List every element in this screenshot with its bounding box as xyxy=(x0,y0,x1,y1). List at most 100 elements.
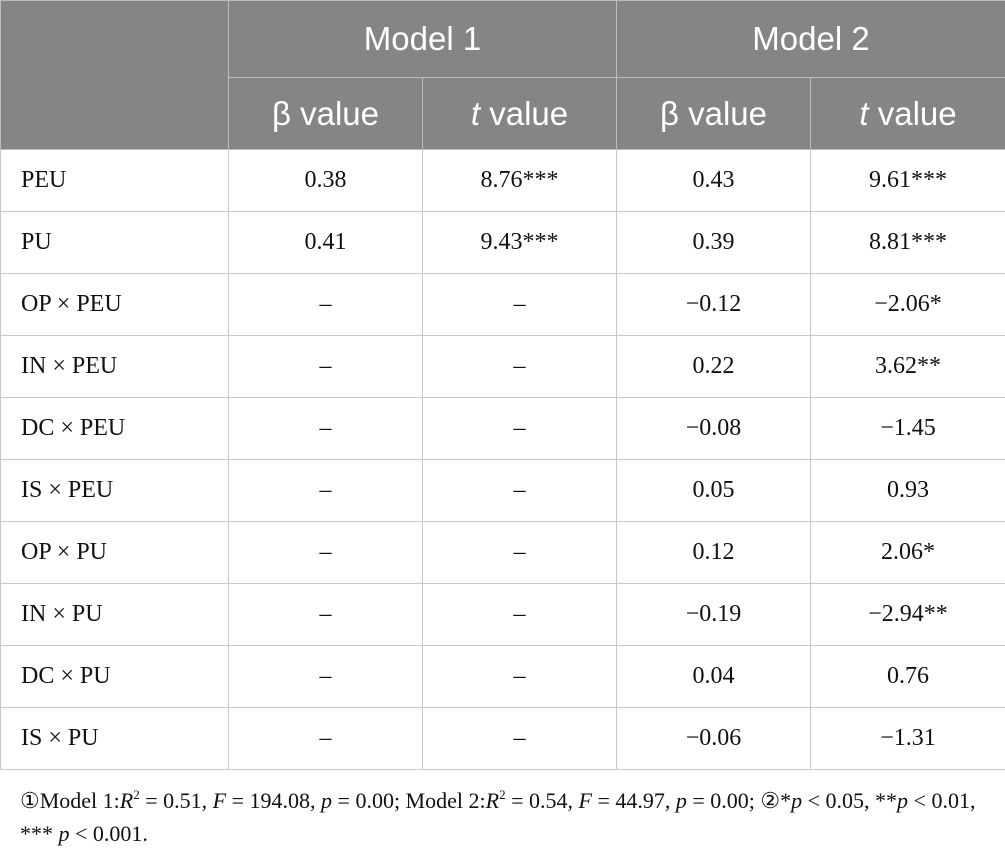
model-header: Model 1 xyxy=(228,0,617,78)
footnote-text: p xyxy=(58,821,70,846)
value-cell: 9.61*** xyxy=(810,149,1005,212)
value-cell: 0.76 xyxy=(810,645,1005,708)
regression-table: Model 1 Model 2 β value t value β value … xyxy=(0,0,1005,770)
sub-header-text: t xyxy=(470,94,481,132)
value-cell: −0.12 xyxy=(616,273,811,336)
row-label: OP × PU xyxy=(0,521,229,584)
footnote-text: = 0.00; Model 2: xyxy=(332,788,486,813)
table-body: PEU 0.38 8.76*** 0.43 9.61*** PU 0.41 9.43*** 0.… xyxy=(0,149,1005,770)
table-row: IS × PU – – −0.06 −1.31 xyxy=(0,707,1005,770)
table-row: IN × PU – – −0.19 −2.94** xyxy=(0,583,1005,646)
value-cell: −1.31 xyxy=(810,707,1005,770)
value-cell: 0.39 xyxy=(616,211,811,274)
value-cell: 0.41 xyxy=(228,211,423,274)
footnote-text: < 0.05, ** xyxy=(802,788,898,813)
model-header: Model 2 xyxy=(616,0,1005,78)
table-row: OP × PU – –0.12 2.06* xyxy=(0,521,1005,584)
row-label: IN × PU xyxy=(0,583,229,646)
value-cell: – xyxy=(228,707,423,770)
sub-header-text: t xyxy=(859,94,869,132)
row-label: PEU xyxy=(0,149,229,212)
sub-header-text: value xyxy=(868,94,957,132)
value-cell: – xyxy=(422,583,617,646)
value-cell: −1.45 xyxy=(810,397,1005,460)
table-row: DC × PU – –0.04 0.76 xyxy=(0,645,1005,708)
sub-header-text: β value xyxy=(271,94,380,132)
footnote-text: = 0.54, xyxy=(505,788,579,813)
value-cell: – xyxy=(422,397,617,460)
row-label: IN × PEU xyxy=(0,335,229,398)
value-cell: – xyxy=(422,707,617,770)
footnote-text: = 0.51, xyxy=(139,788,213,813)
row-label: IS × PU xyxy=(0,707,229,770)
value-cell: – xyxy=(228,273,423,336)
row-label: DC × PU xyxy=(0,645,229,708)
footnote-text: p xyxy=(791,788,803,813)
value-cell: – xyxy=(228,645,423,708)
value-cell: – xyxy=(228,459,423,522)
sub-header-text: β value xyxy=(659,94,768,132)
footnote-text: F xyxy=(212,788,227,813)
row-label: OP × PEU xyxy=(0,273,229,336)
table-row: IS × PEU – –0.05 0.93 xyxy=(0,459,1005,522)
value-cell: 2.06* xyxy=(810,521,1005,584)
value-cell: 8.76*** xyxy=(422,149,617,212)
value-cell: 0.04 xyxy=(616,645,811,708)
footnote-text: p xyxy=(675,788,687,813)
value-cell: 0.05 xyxy=(616,459,811,522)
value-cell: 0.38 xyxy=(228,149,423,212)
footnote-text: < 0.001. xyxy=(69,821,148,846)
value-cell: 0.93 xyxy=(810,459,1005,522)
footnote-text: p xyxy=(321,788,333,813)
footnote-text: = 44.97, xyxy=(591,788,676,813)
table-row: PEU 0.38 8.76*** 0.43 9.61*** xyxy=(0,149,1005,212)
sub-header-text: value xyxy=(480,94,569,132)
sub-header: t value xyxy=(810,77,1005,150)
value-cell: −2.06* xyxy=(810,273,1005,336)
table-row: OP × PEU – – −0.12 −2.06* xyxy=(0,273,1005,336)
value-cell: – xyxy=(422,335,617,398)
footnote-text: = 194.08, xyxy=(226,788,322,813)
footnote-text: < 0.01, *** xyxy=(20,788,976,846)
value-cell: 0.43 xyxy=(616,149,811,212)
value-cell: – xyxy=(422,273,617,336)
value-cell: – xyxy=(228,521,423,584)
header-row: Model 1 Model 2 xyxy=(0,0,1005,150)
footnote-text: 2 xyxy=(133,787,140,802)
value-cell: −0.08 xyxy=(616,397,811,460)
corner-cell xyxy=(0,0,229,150)
value-cell: −2.94** xyxy=(810,583,1005,646)
value-cell: 8.81*** xyxy=(810,211,1005,274)
value-cell: 0.22 xyxy=(616,335,811,398)
footnote-text: R xyxy=(485,788,500,813)
footnote: ①Model 1:R2 = 0.51, F = 194.08, p = 0.00… xyxy=(0,770,1005,850)
footnote-text: ①Model 1: xyxy=(20,788,120,813)
value-cell: – xyxy=(422,459,617,522)
row-label: DC × PEU xyxy=(0,397,229,460)
value-cell: 9.43*** xyxy=(422,211,617,274)
value-cell: 3.62** xyxy=(810,335,1005,398)
value-cell: 0.12 xyxy=(616,521,811,584)
header-row: β value t value β value t value xyxy=(1,77,1005,150)
value-cell: – xyxy=(228,397,423,460)
footnote-text: 2 xyxy=(499,787,506,802)
row-label: IS × PEU xyxy=(0,459,229,522)
footnote-text: F xyxy=(578,788,592,813)
table-row: PU 0.41 9.43*** 0.39 8.81*** xyxy=(0,211,1005,274)
sub-header: β value xyxy=(616,77,811,150)
table-row: DC × PEU – – −0.08 −1.45 xyxy=(0,397,1005,460)
table-row: IN × PEU – –0.22 3.62** xyxy=(0,335,1005,398)
value-cell: – xyxy=(228,335,423,398)
footnote-text: = 0.00; ②* xyxy=(686,788,792,813)
sub-header: β value xyxy=(228,77,423,150)
value-cell: – xyxy=(422,521,617,584)
value-cell: – xyxy=(228,583,423,646)
row-label: PU xyxy=(0,211,229,274)
footnote-text: R xyxy=(119,788,134,813)
value-cell: – xyxy=(422,645,617,708)
footnote-text: p xyxy=(897,788,909,813)
sub-header: t value xyxy=(422,77,617,150)
value-cell: −0.06 xyxy=(616,707,811,770)
value-cell: −0.19 xyxy=(616,583,811,646)
